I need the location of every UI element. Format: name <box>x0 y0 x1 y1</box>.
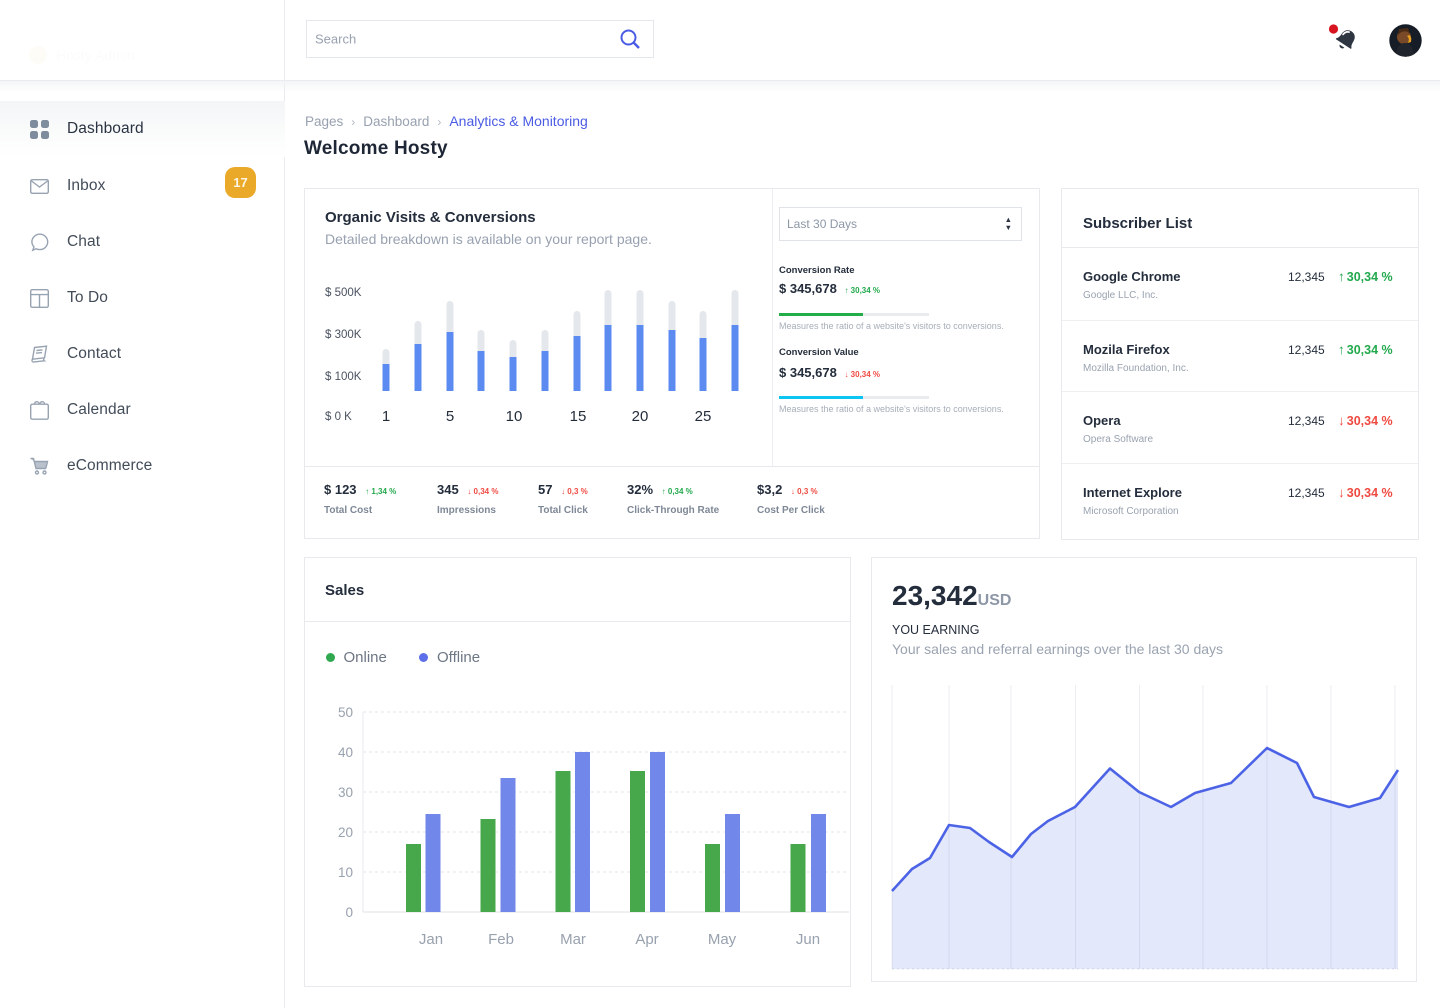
svg-text:10: 10 <box>506 408 523 425</box>
svg-text:Feb: Feb <box>488 931 514 948</box>
svg-text:Hosty Admin: Hosty Admin <box>56 47 135 63</box>
svg-text:$ 100K: $ 100K <box>325 371 362 383</box>
svg-text:Jun: Jun <box>796 931 820 948</box>
svg-text:1: 1 <box>382 408 390 425</box>
svg-text:$ 500K: $ 500K <box>325 287 362 299</box>
svg-text:25: 25 <box>695 408 712 425</box>
svg-text:50: 50 <box>338 705 353 720</box>
svg-text:Mar: Mar <box>560 931 586 948</box>
svg-text:20: 20 <box>338 825 353 840</box>
svg-text:15: 15 <box>570 408 587 425</box>
svg-text:Jan: Jan <box>419 931 443 948</box>
svg-text:$ 0 K: $ 0 K <box>325 411 352 423</box>
svg-text:Apr: Apr <box>635 931 658 948</box>
svg-text:5: 5 <box>446 408 454 425</box>
svg-text:20: 20 <box>632 408 649 425</box>
svg-text:10: 10 <box>338 865 353 880</box>
svg-text:$ 300K: $ 300K <box>325 329 362 341</box>
svg-text:30: 30 <box>338 785 353 800</box>
svg-text:40: 40 <box>338 745 353 760</box>
svg-text:May: May <box>708 931 737 948</box>
svg-text:0: 0 <box>345 905 353 920</box>
